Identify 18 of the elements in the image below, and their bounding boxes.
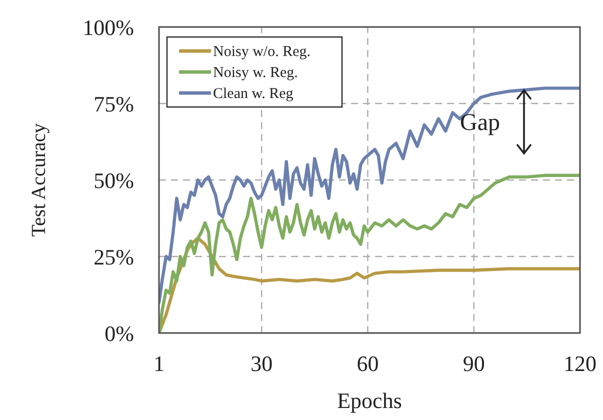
y-tick-label: 75%	[94, 92, 134, 116]
x-tick-label: 60	[356, 351, 379, 376]
legend-label: Noisy w/o. Reg.	[213, 44, 310, 60]
y-tick-label: 0%	[104, 321, 134, 346]
x-tick-label: 90	[462, 351, 485, 376]
x-axis-title: Epochs	[337, 388, 402, 413]
x-tick-label: 120	[564, 351, 596, 376]
legend-label: Clean w. Reg	[213, 86, 294, 102]
y-tick-label: 50%	[94, 168, 134, 193]
y-tick-label: 100%	[82, 15, 134, 40]
line-series	[159, 86, 580, 304]
y-axis-title: Test Accuracy	[28, 123, 50, 237]
legend-label: Noisy w. Reg.	[213, 65, 298, 81]
x-tick-label: 1	[154, 351, 164, 376]
line-series	[159, 174, 580, 333]
annotation: Gap	[460, 110, 500, 136]
y-tick-label: 25%	[94, 244, 134, 270]
x-tick-label: 30	[250, 351, 273, 376]
